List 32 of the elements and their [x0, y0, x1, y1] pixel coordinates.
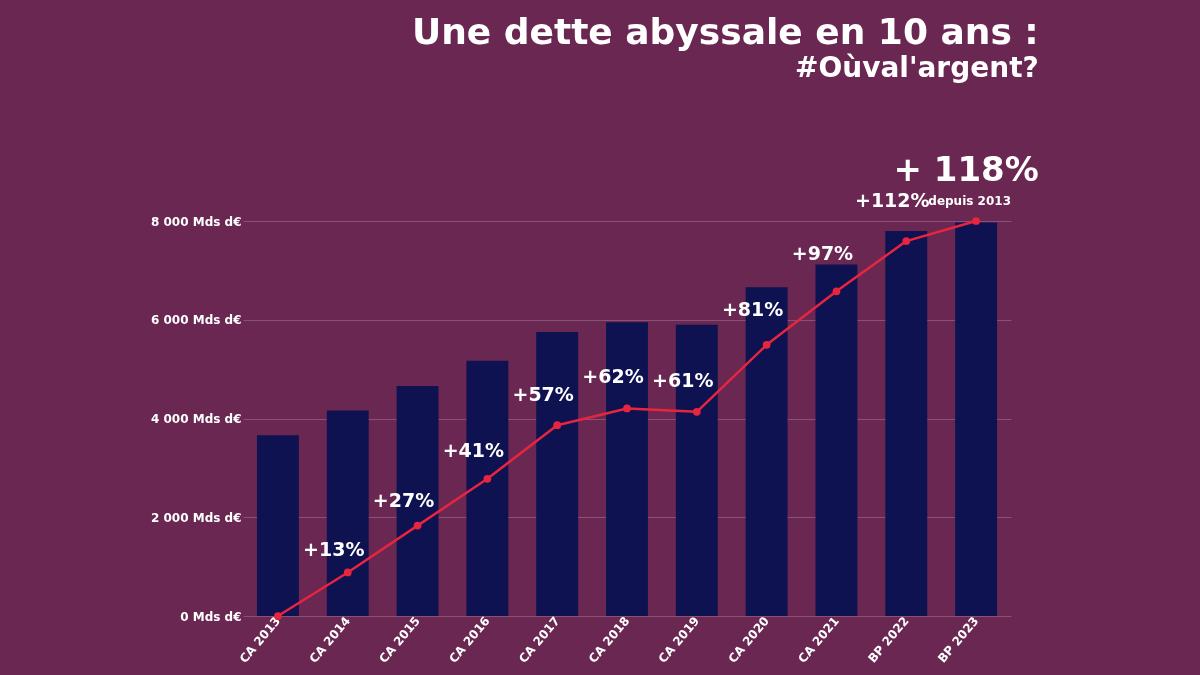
point [623, 404, 631, 413]
data-label: +27% [372, 488, 435, 511]
point [483, 474, 492, 483]
data-label: + 118% [893, 149, 1039, 189]
point [762, 340, 771, 349]
y-tick-label: 8 000 Mds d€ [150, 214, 242, 229]
point [343, 568, 352, 577]
chart-title: Une dette abyssale en 10 ans : [411, 11, 1039, 52]
point [413, 521, 422, 530]
point [692, 407, 701, 416]
data-label: +61% [652, 368, 714, 391]
point [972, 217, 980, 225]
bar [885, 230, 928, 616]
data-label: +13% [303, 538, 365, 561]
data-label: +41% [442, 439, 505, 462]
text: depuis 2013 [928, 194, 1011, 208]
chart-subtitle: #Oùval'argent? [794, 51, 1039, 84]
y-tick-label: 4 000 Mds d€ [150, 412, 242, 426]
data-label: +57% [512, 382, 574, 405]
bar [815, 264, 858, 616]
data-label: +62% [582, 365, 644, 388]
y-tick-label: 0 Mds d€ [180, 609, 242, 624]
bar [256, 435, 299, 616]
data-label: +81% [721, 298, 784, 321]
point [902, 237, 911, 245]
data-label: +97% [791, 241, 854, 264]
point [553, 421, 562, 430]
y-tick-label: 2 000 Mds d€ [150, 510, 242, 525]
bar [955, 222, 998, 616]
y-tick-label: 6 000 Mds d€ [150, 313, 242, 328]
point [832, 287, 841, 296]
data-label: +112% [854, 189, 930, 211]
